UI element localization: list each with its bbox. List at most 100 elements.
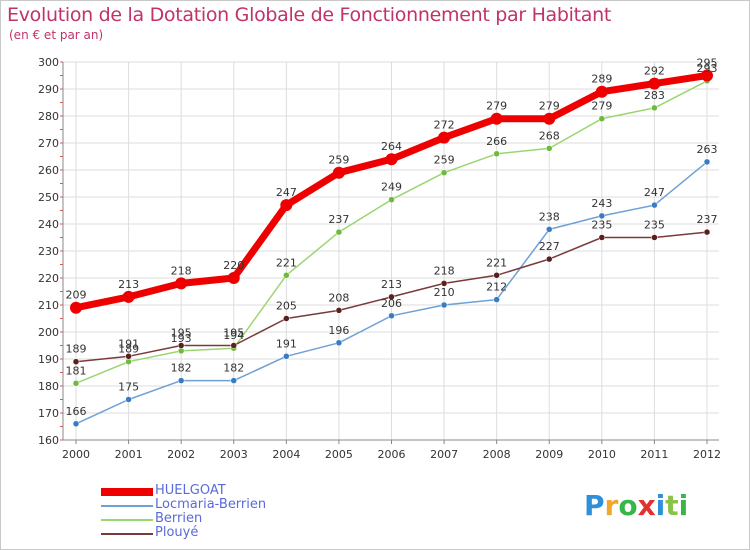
data-point [595,85,608,98]
legend-label: Locmaria-Berrien [155,497,267,512]
data-label: 227 [539,240,560,253]
legend-label: HUELGOAT [155,483,226,498]
data-point [490,112,503,125]
data-point [283,315,290,322]
y-tick-label: 280 [38,110,59,123]
data-label: 182 [223,362,244,375]
x-tick-label: 2012 [693,448,721,461]
data-label: 209 [66,289,87,302]
y-tick-label: 250 [38,191,59,204]
data-point [543,112,556,125]
data-point [701,69,713,82]
data-label: 238 [539,210,560,223]
legend-swatch [101,505,153,507]
data-label: 195 [223,327,244,340]
data-point [388,196,395,203]
data-label: 189 [66,343,87,356]
data-point [230,342,237,349]
data-point [703,158,711,166]
data-point [546,226,553,233]
data-point [332,166,345,179]
chart-legend: HUELGOAT Locmaria-Berrien Berrien Plouyé [101,483,401,541]
data-point [280,199,293,212]
x-tick-label: 2002 [167,448,195,461]
proxiti-logo: Proxiti [584,489,688,522]
data-point [283,272,290,279]
data-point [438,131,451,144]
legend-item: Locmaria-Berrien [101,497,401,513]
data-point [122,290,135,303]
data-point [493,150,500,158]
data-point [440,280,448,287]
data-label: 221 [276,256,297,269]
data-label: 289 [591,73,612,86]
data-label: 293 [697,62,718,75]
y-tick-label: 160 [38,434,59,447]
x-tick-label: 2011 [640,448,668,461]
data-label: 279 [591,100,612,113]
data-label: 212 [486,281,507,294]
data-label: 166 [66,405,87,418]
data-label: 237 [328,213,349,226]
legend-item: HUELGOAT [101,483,401,499]
y-tick-label: 180 [38,380,59,393]
data-label: 189 [118,343,139,356]
x-tick-label: 2008 [483,448,511,461]
legend-item: Plouyé [101,525,401,541]
y-tick-label: 190 [38,353,59,366]
data-point [388,293,395,301]
data-label: 268 [539,129,560,142]
x-tick-label: 2005 [325,448,353,461]
data-label: 191 [276,337,297,350]
legend-item: Berrien [101,511,401,527]
x-tick-label: 2001 [115,448,143,461]
logo-letter: P [584,489,605,522]
data-label: 210 [434,286,455,299]
x-tick-label: 2004 [272,448,300,461]
data-point [703,228,711,236]
data-point [546,145,553,152]
data-label: 218 [434,264,455,277]
data-label: 220 [223,259,244,272]
data-label: 235 [644,219,665,232]
data-point [72,420,80,428]
data-point [230,377,237,384]
data-point [177,347,185,355]
data-point [72,380,80,387]
data-point [648,77,661,90]
y-tick-label: 230 [38,245,59,258]
y-tick-label: 210 [38,299,59,312]
data-label: 175 [118,381,139,394]
chart-title: Evolution de la Dotation Globale de Fonc… [7,4,612,26]
data-label: 213 [381,278,402,291]
legend-swatch [101,533,153,535]
data-label: 237 [697,213,718,226]
data-label: 247 [276,186,297,199]
data-point [227,272,240,284]
legend-label: Berrien [155,511,203,526]
y-tick-label: 220 [38,272,59,285]
y-tick-label: 300 [38,56,59,69]
data-point [598,234,606,241]
data-label: 196 [328,324,349,337]
data-point [598,115,606,122]
chart-subtitle: (en € et par an) [9,28,104,42]
data-point [493,296,500,303]
data-point [385,153,398,166]
data-point [493,272,500,279]
data-point [440,169,448,176]
logo-letter: r [604,489,619,522]
data-point [335,228,343,236]
y-tick-label: 270 [38,137,59,150]
data-point [598,212,606,220]
data-point [440,301,448,309]
data-point [125,353,132,360]
y-tick-label: 260 [38,164,59,177]
data-point [70,301,82,314]
data-label: 266 [486,135,507,148]
data-label: 221 [486,256,507,269]
y-tick-label: 200 [38,326,59,339]
data-label: 194 [223,329,244,342]
data-label: 259 [434,154,455,167]
